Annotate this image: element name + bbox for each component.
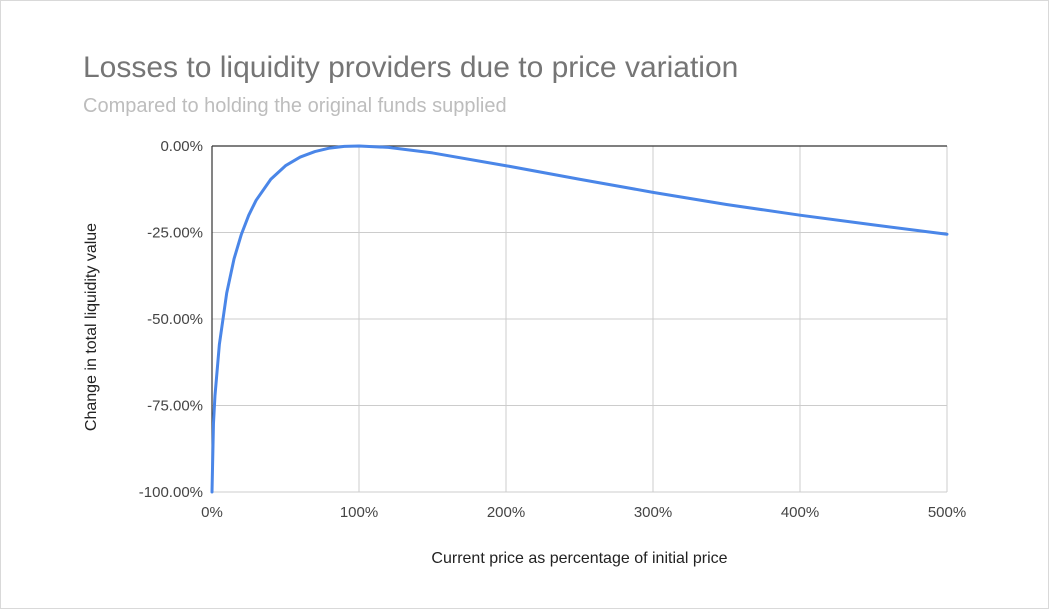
x-tick-label: 500% — [928, 504, 966, 521]
x-tick-label: 300% — [634, 504, 672, 521]
x-tick-label: 200% — [487, 504, 525, 521]
y-tick-label: 0.00% — [160, 138, 203, 155]
x-tick-label: 400% — [781, 504, 819, 521]
grid-lines — [212, 146, 948, 493]
chart-title: Losses to liquidity providers due to pri… — [83, 51, 739, 84]
y-tick-label: -75.00% — [147, 398, 203, 415]
x-tick-label: 0% — [201, 504, 223, 521]
y-tick-label: -100.00% — [139, 484, 203, 501]
chart-subtitle: Compared to holding the original funds s… — [83, 95, 507, 117]
y-tick-label: -50.00% — [147, 311, 203, 328]
y-tick-label: -25.00% — [147, 225, 203, 242]
series-line — [210, 144, 949, 494]
y-axis-title: Change in total liquidity value — [83, 223, 100, 431]
x-tick-label: 100% — [340, 504, 378, 521]
series-layer — [210, 144, 949, 494]
tick-labels: 0.00% -25.00% -50.00% -75.00% -100.00% 0% 100%… — [139, 138, 966, 521]
x-axis-title: Current price as percentage of initial p… — [431, 550, 727, 567]
